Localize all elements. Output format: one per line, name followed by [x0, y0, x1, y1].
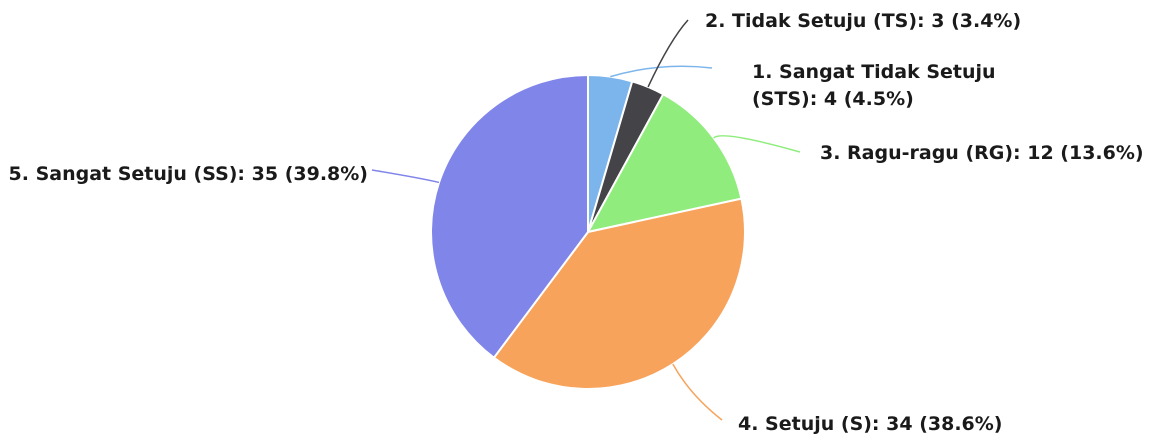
pie-slice-3[interactable]: [586, 92, 743, 234]
slice-label-3: 3. Ragu-ragu (RG): 12 (13.6%): [820, 142, 1144, 164]
pie-slice-4[interactable]: [492, 197, 746, 390]
slice-label-5: 5. Sangat Setuju (SS): 35 (39.8%): [9, 163, 368, 185]
slice-label-1: 1. Sangat Tidak Setuju (STS): 4 (4.5%): [752, 61, 996, 110]
slice-label-line: 2. Tidak Setuju (TS): 3 (3.4%): [705, 10, 1021, 32]
slice-label-line: 1. Sangat Tidak Setuju: [752, 61, 996, 83]
slice-label-2: 2. Tidak Setuju (TS): 3 (3.4%): [705, 10, 1021, 32]
connector-line-3: [713, 135, 801, 153]
pie-slices: [430, 73, 746, 390]
connector-line-2: [647, 19, 689, 88]
slice-label-line: 3. Ragu-ragu (RG): 12 (13.6%): [820, 142, 1144, 164]
slice-label-line: 5. Sangat Setuju (SS): 35 (39.8%): [9, 163, 368, 185]
slice-label-line: (STS): 4 (4.5%): [752, 88, 914, 110]
slice-label-4: 4. Setuju (S): 34 (38.6%): [738, 413, 1003, 435]
connector-line-1: [610, 65, 713, 78]
pie-slice-5[interactable]: [430, 73, 589, 360]
connector-line-5: [371, 169, 440, 184]
slice-label-line: 4. Setuju (S): 34 (38.6%): [738, 413, 1003, 435]
connector-line-4: [672, 363, 723, 421]
